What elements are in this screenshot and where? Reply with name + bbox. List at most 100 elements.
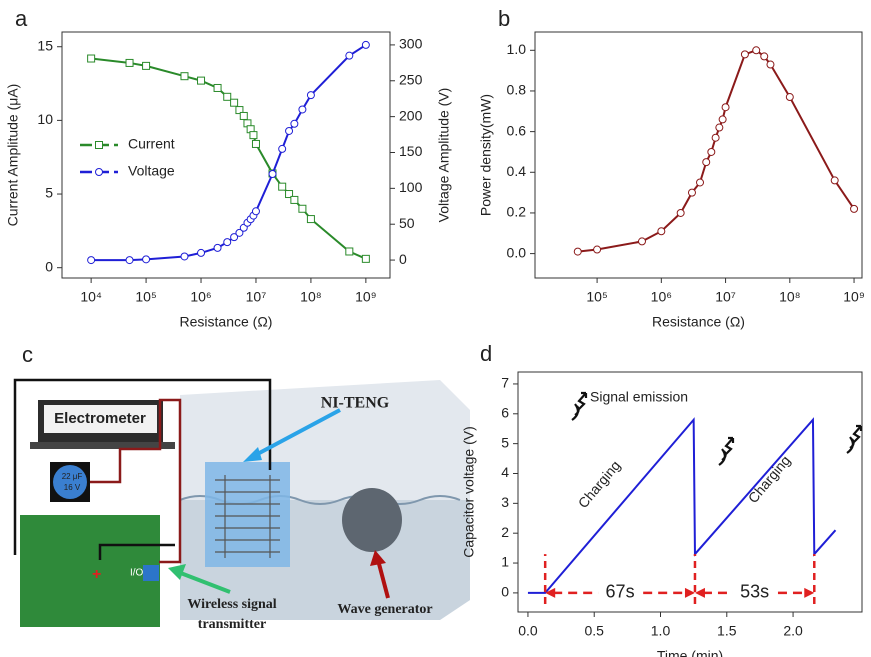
teng-label: NI-TENG — [321, 395, 390, 412]
plot-frame — [534, 31, 863, 279]
x-tick-label: 10⁸ — [779, 289, 801, 305]
marker — [298, 105, 307, 114]
y-axis-label: Capacitor voltage (V) — [461, 426, 477, 558]
marker — [285, 126, 294, 135]
marker — [306, 215, 315, 224]
y-tick-label: 0.2 — [507, 204, 527, 220]
y-tick-label: 1.0 — [507, 41, 527, 57]
x-tick-label: 0.5 — [584, 623, 604, 639]
wave-arrow — [376, 559, 390, 599]
y-tick-label: 0.6 — [507, 122, 527, 138]
panel-label: c — [22, 342, 33, 367]
marker — [142, 61, 151, 70]
legend-label: Signal emission — [590, 389, 688, 405]
marker — [285, 190, 294, 199]
series-line — [527, 417, 837, 594]
capacitor-label: 16 V — [64, 483, 81, 492]
series-line — [91, 57, 367, 260]
marker — [298, 204, 307, 213]
marker — [278, 182, 287, 191]
panel-label: a — [15, 6, 28, 31]
x-axis-label: Time (min) — [657, 648, 723, 657]
x-tick-label: 10⁶ — [651, 289, 672, 305]
interval-label: 53s — [740, 582, 769, 602]
marker — [87, 256, 96, 265]
transmitter-arrowhead — [168, 564, 186, 580]
pcb — [20, 515, 160, 627]
legend-label: Voltage — [128, 163, 175, 179]
marker — [676, 208, 685, 217]
transmitter-arrow — [177, 570, 231, 594]
marker — [213, 83, 222, 92]
x-tick-label: 2.0 — [783, 623, 803, 639]
y-tick-label: 2 — [501, 524, 509, 540]
marker — [721, 103, 730, 112]
marker — [125, 256, 134, 265]
series-line — [91, 44, 367, 262]
y-tick-label: 0.0 — [507, 244, 527, 260]
y2-axis-label: Voltage Amplitude (V) — [436, 88, 452, 223]
wave-label: Wave generator — [337, 602, 432, 617]
marker — [235, 228, 244, 237]
interval-bg — [598, 580, 643, 605]
marker — [278, 144, 287, 153]
marker — [657, 227, 666, 236]
marker — [251, 139, 260, 148]
plot-frame — [61, 31, 391, 279]
marker — [87, 54, 96, 63]
capacitor-label: 22 μF — [62, 472, 83, 481]
marker — [125, 58, 134, 67]
arrowhead — [804, 587, 815, 598]
marker — [345, 51, 354, 60]
x-tick-label: 10⁹ — [355, 289, 377, 305]
io-label: I/O — [130, 568, 144, 579]
marker — [711, 133, 720, 142]
wave-generator — [342, 488, 402, 552]
y-tick-label: 5 — [45, 185, 53, 201]
marker — [740, 50, 749, 59]
marker — [573, 247, 582, 256]
x-tick-label: 1.5 — [717, 623, 737, 639]
legend-label: Current — [128, 136, 175, 152]
teng — [205, 462, 290, 567]
marker — [223, 238, 232, 247]
marker — [637, 237, 646, 246]
wires — [13, 378, 272, 564]
y-tick-label: 1 — [501, 554, 509, 570]
x-tick-label: 10⁶ — [190, 289, 211, 305]
marker — [830, 176, 839, 185]
electrometer-screen — [44, 405, 157, 433]
plus-label: + — [92, 566, 101, 583]
y-tick-label: 5 — [501, 434, 509, 450]
x-tick-label: 0.0 — [518, 623, 538, 639]
marker — [142, 255, 151, 264]
marker — [687, 188, 696, 197]
y-tick-label: 0.8 — [507, 82, 527, 98]
y-tick-label: 0 — [45, 258, 53, 274]
marker — [306, 91, 315, 100]
y-tick-label: 6 — [501, 404, 509, 420]
y2-tick-label: 50 — [399, 215, 415, 231]
legend-marker — [95, 168, 103, 176]
x-tick-label: 10⁵ — [135, 289, 156, 305]
marker — [345, 247, 354, 256]
legend-marker — [95, 141, 103, 149]
panel-label: b — [498, 6, 510, 31]
arrowhead — [684, 587, 695, 598]
y-axis-label: Current Amplitude (μA) — [5, 84, 21, 227]
marker — [290, 195, 299, 204]
marker — [197, 76, 206, 85]
y2-tick-label: 200 — [399, 107, 423, 123]
wave-arrowhead — [370, 550, 386, 566]
panel-label: d — [480, 341, 492, 366]
marker — [850, 204, 859, 213]
marker — [235, 106, 244, 115]
marker — [766, 60, 775, 69]
marker — [696, 178, 705, 187]
signal-icon — [846, 424, 863, 454]
io-port — [143, 565, 159, 581]
plot-frame — [517, 371, 863, 613]
y-tick-label: 15 — [37, 37, 53, 53]
